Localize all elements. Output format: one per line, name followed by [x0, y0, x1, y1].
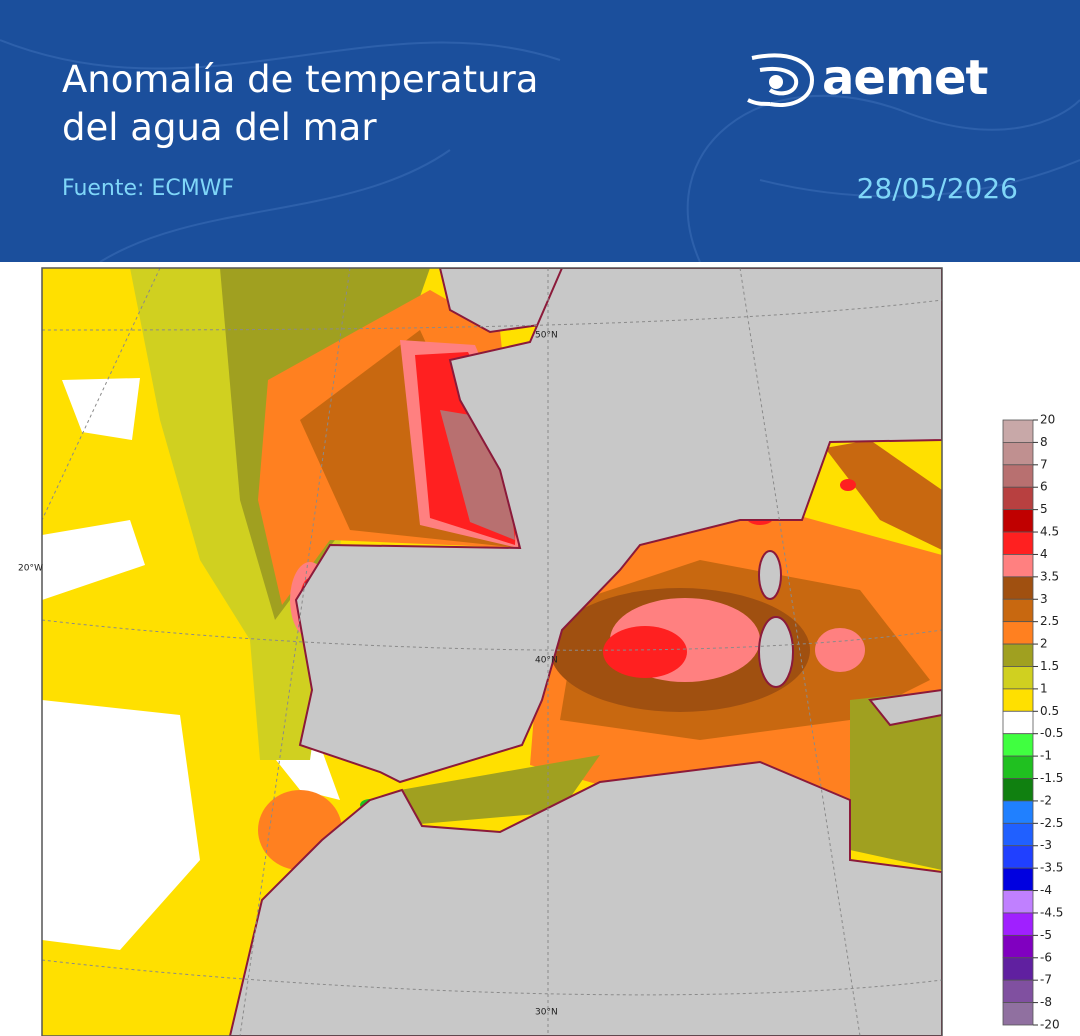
legend-label: 4 — [1040, 547, 1048, 561]
legend-label: -1 — [1040, 749, 1052, 763]
legend-label: -3 — [1040, 838, 1052, 852]
legend-label: 8 — [1040, 435, 1048, 449]
legend-label: -5 — [1040, 928, 1052, 942]
legend-swatch — [1002, 1002, 1034, 1026]
legend-swatch — [1002, 554, 1034, 578]
sea-anomaly — [42, 268, 942, 1036]
legend-swatch — [1002, 666, 1034, 690]
map: 20°W 50°N 40°N 30°N 20 8 7 6 5 4.5 4 3.5 3 2.5 2 1.… — [18, 267, 1063, 1036]
legend-swatch — [1002, 755, 1034, 779]
logo: aemet — [822, 50, 988, 106]
legend-label: 6 — [1040, 480, 1048, 494]
legend-swatch — [1002, 778, 1034, 802]
legend-label: -7 — [1040, 973, 1052, 987]
legend-label: 2.5 — [1040, 614, 1059, 628]
legend-swatch — [1002, 867, 1034, 891]
legend: 20 8 7 6 5 4.5 4 3.5 3 2.5 2 1.5 1 0.5 -0.5 -1 -1.5 -2 -2.… — [1002, 413, 1063, 1032]
legend-label: -0.5 — [1040, 726, 1063, 740]
legend-label: 3 — [1040, 592, 1048, 606]
legend-label: 5 — [1040, 502, 1048, 516]
map-frame — [41, 267, 943, 1036]
map-label: 30°N — [535, 1008, 558, 1018]
title-line: del agua del mar — [62, 106, 377, 149]
legend-swatch — [1002, 733, 1034, 757]
legend-swatch — [1002, 464, 1034, 488]
legend-label: -8 — [1040, 995, 1052, 1009]
map-label: 50°N — [535, 331, 558, 341]
legend-swatch — [1002, 979, 1034, 1003]
legend-label: 3.5 — [1040, 569, 1059, 583]
legend-label: -20 — [1040, 1018, 1060, 1032]
legend-label: -6 — [1040, 950, 1052, 964]
legend-swatch — [1002, 845, 1034, 869]
map-label: 20°W — [18, 564, 43, 574]
legend-label: -2.5 — [1040, 816, 1063, 830]
legend-swatch — [1002, 442, 1034, 466]
legend-swatch — [1002, 621, 1034, 645]
map-panel: 20°W 50°N 40°N 30°N 20 8 7 6 5 4.5 4 3.5 3 2.5 2 1.… — [18, 267, 1063, 1036]
legend-swatch — [1002, 509, 1034, 533]
legend-label: -4 — [1040, 883, 1052, 897]
legend-swatch — [1002, 957, 1034, 981]
legend-swatch — [1002, 688, 1034, 712]
legend-label: 20 — [1040, 413, 1055, 427]
legend-swatch — [1002, 800, 1034, 824]
map-label: 40°N — [535, 656, 558, 666]
legend-swatch — [1002, 419, 1034, 443]
legend-swatch — [1002, 643, 1034, 667]
legend-label: -1.5 — [1040, 771, 1063, 785]
legend-label: 1.5 — [1040, 659, 1059, 673]
title: Anomalía de temperatura del agua del mar — [62, 56, 538, 152]
legend-swatch — [1002, 912, 1034, 936]
legend-swatch — [1002, 531, 1034, 555]
logo-icon — [747, 53, 815, 107]
legend-swatch — [1002, 710, 1034, 735]
title-line: Anomalía de temperatura — [62, 58, 539, 101]
legend-label: 2 — [1040, 637, 1048, 651]
legend-label: 1 — [1040, 681, 1048, 695]
legend-swatch — [1002, 822, 1034, 847]
legend-swatch — [1002, 890, 1034, 914]
legend-swatch — [1002, 934, 1034, 959]
legend-label: -2 — [1040, 793, 1052, 807]
legend-swatch — [1002, 486, 1034, 511]
source: Fuente: ECMWF — [62, 176, 235, 201]
legend-label: -4.5 — [1040, 905, 1063, 919]
legend-label: 7 — [1040, 457, 1048, 471]
date: 28/05/2026 — [856, 172, 1018, 205]
legend-swatch — [1002, 576, 1034, 600]
legend-swatch — [1002, 598, 1034, 623]
legend-label: -3.5 — [1040, 861, 1063, 875]
legend-label: 0.5 — [1040, 704, 1059, 718]
header: Anomalía de temperatura del agua del mar… — [0, 0, 1080, 262]
header-decoration — [0, 39, 1080, 262]
legend-label: 4.5 — [1040, 525, 1059, 539]
